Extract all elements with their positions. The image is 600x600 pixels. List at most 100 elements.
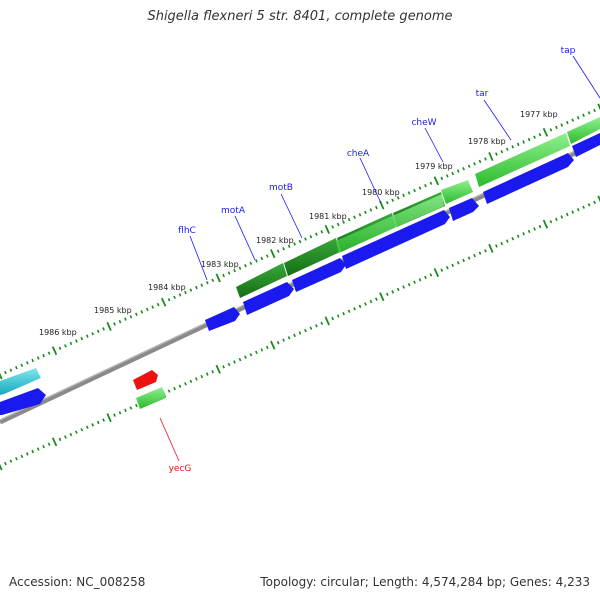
minor-tick [342, 311, 345, 316]
minor-tick [413, 188, 416, 193]
minor-tick [467, 164, 471, 168]
minor-tick [238, 357, 242, 362]
minor-tick [353, 307, 356, 311]
minor-tick [358, 304, 362, 309]
major-tick [0, 463, 3, 471]
minor-tick [287, 336, 291, 340]
minor-tick [36, 356, 40, 360]
minor-tick [91, 332, 95, 336]
minor-tick [407, 191, 411, 195]
minor-tick [424, 183, 427, 188]
minor-tick [249, 353, 253, 357]
minor-tick [375, 205, 378, 210]
minor-tick [391, 290, 395, 294]
minor-tick [113, 413, 116, 417]
gene-label-tar: tar [476, 89, 489, 99]
dark-green-feature [284, 238, 340, 276]
minor-tick [456, 261, 460, 265]
major-tick [270, 249, 276, 259]
reverse-cds-arrow [133, 370, 158, 390]
accession-text: Accession: NC_008258 [9, 575, 146, 589]
minor-tick [15, 457, 18, 461]
gene-label-motb: motB [269, 183, 293, 193]
kbp-label: 1979 kbp [415, 162, 453, 171]
minor-tick [69, 432, 73, 437]
kbp-label: 1982 kbp [256, 236, 294, 245]
dark-green-feature [236, 263, 287, 298]
minor-tick [565, 120, 569, 125]
light-green-feature [567, 117, 600, 144]
minor-tick [282, 338, 285, 342]
gene-labels: tap tar cheW cheA motB motA flhC yecG [169, 46, 576, 474]
minor-tick [20, 454, 24, 459]
minor-tick [260, 256, 264, 261]
minor-tick [593, 200, 596, 205]
minor-tick [96, 329, 100, 334]
minor-tick [42, 444, 45, 449]
major-tick [51, 437, 58, 447]
cyan-feature [0, 368, 41, 395]
minor-tick [418, 278, 422, 282]
minor-tick [80, 428, 84, 432]
minor-tick [85, 425, 89, 430]
minor-tick [336, 222, 340, 227]
minor-tick [31, 358, 35, 363]
minor-tick [195, 285, 198, 290]
minor-tick [320, 230, 324, 234]
minor-tick [255, 350, 258, 355]
minor-tick [91, 423, 95, 427]
minor-tick [407, 282, 411, 287]
gene-leader-tar [483, 99, 512, 141]
major-tick [270, 340, 276, 350]
minor-tick [304, 237, 307, 241]
genome-summary-text: Topology: circular; Length: 4,574,284 bp… [260, 575, 590, 589]
major-tick [597, 195, 600, 203]
minor-tick [64, 435, 67, 439]
kbp-label: 1985 kbp [94, 306, 132, 315]
minor-tick [587, 111, 591, 115]
outer-tick-ring [0, 103, 600, 380]
minor-tick [4, 370, 7, 375]
minor-tick [276, 340, 280, 345]
minor-tick [178, 384, 182, 388]
major-tick [215, 273, 221, 283]
minor-tick [309, 234, 313, 239]
minor-tick [178, 293, 182, 297]
minor-tick [500, 241, 504, 246]
minor-tick [429, 273, 433, 277]
forward-cds-arrow [483, 153, 574, 204]
minor-tick [320, 321, 324, 326]
minor-tick [516, 142, 520, 147]
minor-tick [135, 403, 138, 408]
minor-tick [484, 157, 487, 161]
kbp-label: 1981 kbp [309, 212, 347, 221]
major-tick [488, 243, 494, 253]
gene-leader-mota [234, 215, 256, 261]
minor-tick [227, 271, 231, 275]
major-tick [160, 297, 167, 307]
minor-tick [527, 137, 531, 142]
minor-tick [36, 447, 40, 451]
minor-tick [538, 132, 542, 137]
minor-tick [396, 287, 400, 292]
minor-tick [418, 186, 422, 190]
minor-tick [282, 247, 285, 251]
minor-tick [538, 224, 542, 229]
minor-tick [467, 256, 471, 260]
minor-tick [102, 418, 105, 422]
minor-tick [42, 353, 45, 358]
minor-tick [20, 363, 24, 368]
minor-tick [167, 389, 171, 393]
minor-tick [353, 215, 356, 219]
minor-tick [124, 408, 127, 413]
minor-tick [347, 217, 351, 222]
minor-tick [227, 362, 231, 367]
light-green-feature-track [136, 117, 600, 409]
minor-tick [511, 236, 515, 241]
minor-tick [478, 159, 482, 164]
minor-tick [58, 437, 62, 442]
minor-tick [156, 302, 160, 307]
major-tick [51, 346, 58, 356]
minor-tick [456, 169, 460, 173]
minor-tick [555, 217, 558, 222]
